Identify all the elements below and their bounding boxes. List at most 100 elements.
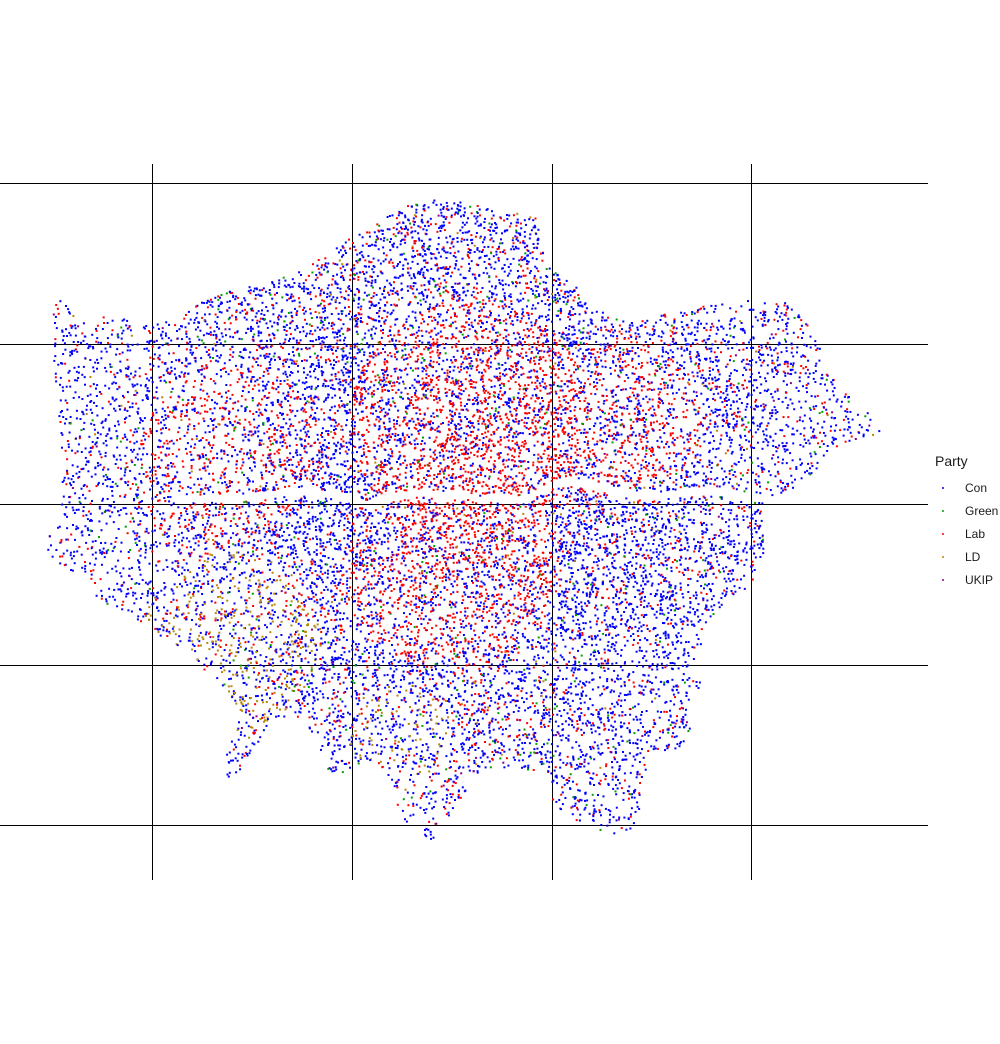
vote-dot: [578, 623, 581, 626]
vote-dot: [622, 513, 625, 516]
vote-dot: [509, 564, 512, 567]
vote-dot: [489, 456, 492, 459]
vote-dot: [312, 675, 315, 678]
vote-dot: [178, 574, 180, 576]
vote-dot: [74, 324, 77, 327]
vote-dot: [412, 461, 415, 464]
vote-dot: [530, 369, 533, 372]
vote-dot: [436, 283, 439, 286]
vote-dot: [457, 695, 460, 698]
vote-dot: [548, 384, 551, 386]
vote-dot: [284, 397, 287, 400]
vote-dot: [347, 468, 350, 471]
vote-dot: [594, 522, 596, 525]
vote-dot: [284, 591, 287, 594]
vote-dot: [376, 468, 379, 471]
vote-dot: [248, 710, 251, 713]
vote-dot: [397, 409, 400, 412]
vote-dot: [417, 237, 420, 240]
vote-dot: [797, 390, 800, 392]
vote-dot: [456, 237, 459, 239]
vote-dot: [432, 732, 435, 735]
vote-dot: [394, 632, 397, 635]
vote-dot: [78, 435, 81, 438]
vote-dot: [765, 380, 768, 383]
vote-dot: [296, 475, 299, 478]
vote-dot: [139, 523, 141, 526]
vote-dot: [487, 316, 490, 319]
vote-dot: [579, 813, 582, 816]
vote-dot: [468, 456, 471, 459]
vote-dot: [275, 483, 278, 486]
vote-dot: [565, 587, 568, 590]
vote-dot: [565, 455, 568, 458]
vote-dot: [414, 360, 417, 363]
vote-dot: [320, 614, 323, 617]
vote-dot: [298, 689, 301, 692]
vote-dot: [163, 497, 166, 499]
vote-dot: [627, 797, 630, 800]
vote-dot: [536, 242, 539, 245]
vote-dot: [693, 334, 696, 336]
vote-dot: [262, 423, 265, 426]
vote-dot: [557, 361, 560, 364]
vote-dot: [745, 363, 748, 366]
vote-dot: [473, 629, 476, 632]
vote-dot: [527, 766, 530, 769]
vote-dot: [537, 293, 540, 296]
vote-dot: [364, 646, 367, 649]
vote-dot: [545, 333, 548, 336]
vote-dot: [782, 445, 785, 448]
vote-dot: [338, 329, 341, 332]
vote-dot: [501, 525, 504, 527]
vote-dot: [274, 687, 277, 690]
vote-dot: [450, 796, 453, 799]
vote-dot: [215, 425, 218, 428]
vote-dot: [572, 619, 575, 622]
vote-dot: [235, 702, 238, 705]
vote-dot: [234, 316, 237, 319]
vote-dot: [472, 485, 475, 488]
vote-dot: [446, 273, 449, 275]
vote-dot: [315, 519, 318, 522]
vote-dot: [439, 736, 441, 739]
vote-dot: [485, 328, 488, 330]
vote-dot: [413, 784, 416, 787]
vote-dot: [166, 635, 169, 637]
vote-dot: [313, 712, 316, 715]
vote-dot: [731, 485, 734, 488]
vote-dot: [422, 436, 424, 439]
vote-dot: [247, 640, 250, 643]
vote-dot: [385, 738, 388, 740]
vote-dot: [446, 251, 449, 254]
vote-dot: [271, 620, 274, 623]
vote-dot: [207, 519, 209, 522]
vote-dot: [468, 738, 470, 741]
vote-dot: [482, 249, 484, 252]
vote-dot: [294, 684, 297, 687]
vote-dot: [370, 534, 373, 537]
vote-dot: [615, 595, 617, 598]
vote-dot: [847, 417, 850, 420]
vote-dot: [450, 422, 453, 424]
vote-dot: [596, 634, 599, 637]
vote-dot: [600, 814, 602, 817]
vote-dot: [385, 384, 388, 387]
vote-dot: [418, 606, 420, 609]
vote-dot: [755, 379, 758, 382]
vote-dot: [552, 351, 555, 354]
vote-dot: [721, 592, 724, 595]
vote-dot: [329, 409, 332, 412]
vote-dot: [308, 569, 311, 572]
vote-dot: [435, 772, 438, 775]
vote-dot: [579, 365, 582, 368]
vote-dot: [398, 598, 401, 601]
vote-dot: [645, 659, 648, 662]
vote-dot: [569, 531, 572, 534]
vote-dot: [354, 508, 357, 511]
vote-dot: [365, 621, 368, 624]
vote-dot: [424, 394, 427, 397]
vote-dot: [568, 310, 571, 313]
vote-dot: [304, 411, 307, 414]
vote-dot: [437, 251, 440, 254]
